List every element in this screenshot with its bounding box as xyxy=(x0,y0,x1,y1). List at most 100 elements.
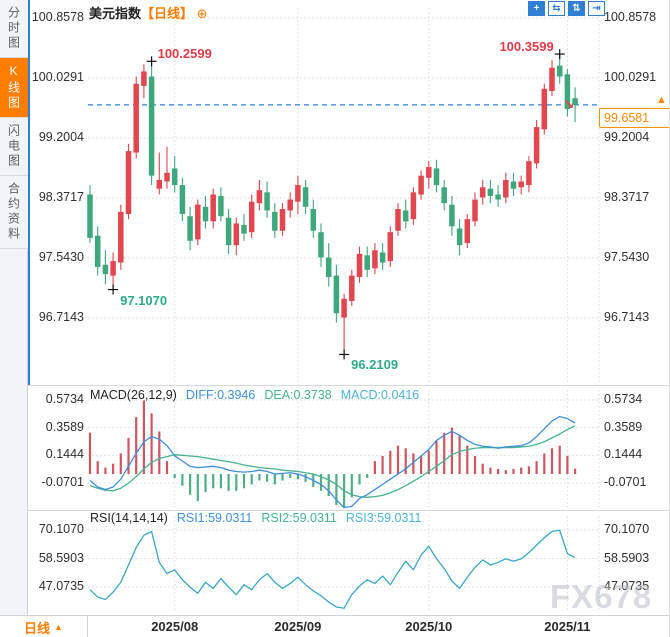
macd-hist-bar xyxy=(420,455,423,475)
sidebar-item-0[interactable]: 分时图 xyxy=(0,0,28,58)
macd-hist-bar xyxy=(258,474,261,481)
macd-hist-bar xyxy=(212,474,215,489)
y-axis-label: 100.0291 xyxy=(31,70,84,84)
y-axis-label: 100.0291 xyxy=(604,70,657,84)
macd-hist-bar xyxy=(250,474,253,485)
candle-body xyxy=(410,192,417,220)
macd-hist-bar xyxy=(404,448,407,475)
macd-hist-bar xyxy=(266,474,269,482)
candle-body xyxy=(295,185,301,202)
macd-hist-bar xyxy=(165,461,169,475)
candle-body xyxy=(171,168,178,186)
candle-body xyxy=(218,195,224,217)
candle-body xyxy=(364,255,370,270)
candle-body xyxy=(487,188,494,196)
macd-hist-bar xyxy=(527,466,530,475)
macd-hist-bar xyxy=(381,455,384,475)
period-dropdown-arrow-icon: ▲ xyxy=(54,622,63,632)
macd-hist-bar xyxy=(173,474,176,478)
candle-body xyxy=(202,206,209,222)
candle-body xyxy=(233,223,240,246)
macd-hist-bar xyxy=(158,431,161,475)
macd-hist-bar xyxy=(304,474,307,482)
y-axis-label: 98.3717 xyxy=(38,190,84,204)
candle-body xyxy=(148,76,155,176)
x-axis-label: 2025/11 xyxy=(544,619,591,634)
candle-body xyxy=(433,168,440,186)
period-selector[interactable]: 日线 ▲ xyxy=(0,616,88,637)
y-axis-label: 97.5430 xyxy=(38,250,84,264)
y-axis-label: 98.3717 xyxy=(604,190,650,204)
candle-body xyxy=(472,199,478,222)
macd-hist-bar xyxy=(473,455,477,475)
sidebar-item-3[interactable]: 合约资料 xyxy=(0,176,28,249)
candle-body xyxy=(102,264,109,275)
sidebar-item-1[interactable]: K线图 xyxy=(0,58,28,118)
macd-hist-bar xyxy=(574,468,577,475)
y-axis-label: 0.3589 xyxy=(45,419,84,434)
macd-hist-bar xyxy=(520,467,523,475)
candle-body xyxy=(456,228,463,246)
pan-icon[interactable]: + xyxy=(528,1,545,16)
candle-body xyxy=(248,201,255,233)
candle-body xyxy=(449,204,455,227)
rsi3-value: RSI3:59.0311 xyxy=(345,511,422,525)
y-axis-label: 0.3589 xyxy=(604,419,643,434)
y-axis-label: 99.2004 xyxy=(38,130,84,144)
macd-hist-bar xyxy=(112,463,115,475)
zoom-vertical-icon[interactable]: ⇅ xyxy=(568,1,585,16)
jump-latest-icon[interactable]: ⇥ xyxy=(588,1,605,16)
y-axis-label: 47.0735 xyxy=(38,579,84,593)
sidebar-item-label: 闪电图 xyxy=(6,124,21,169)
candle-body xyxy=(210,194,216,222)
candle-body xyxy=(418,175,424,195)
sidebar-item-2[interactable]: 闪电图 xyxy=(0,118,28,176)
candle-body xyxy=(333,275,340,314)
rsi-line xyxy=(89,529,576,609)
macd-hist-bar xyxy=(543,453,546,475)
macd-hist-bar xyxy=(481,463,484,475)
macd-diff-line xyxy=(89,415,576,509)
rsi2-value: RSI2:59.0311 xyxy=(261,511,337,525)
rsi-header: RSI(14,14,14) RSI1:59.0311 RSI2:59.0311 RSI… xyxy=(90,511,430,525)
candle-body xyxy=(325,257,332,278)
zoom-horizontal-icon[interactable]: ⇆ xyxy=(548,1,565,16)
macd-hist-value: MACD:0.0416 xyxy=(340,388,420,402)
macd-hist-bar xyxy=(327,474,330,497)
macd-hist-bar xyxy=(204,474,207,493)
macd-hist-bar xyxy=(289,474,292,478)
macd-hist-bar xyxy=(466,445,469,475)
candle-body xyxy=(287,199,293,211)
instrument-name: 美元指数 xyxy=(89,6,142,21)
zoom-vertical-icon-glyph: ⇅ xyxy=(572,3,581,14)
macd-hist-bar xyxy=(142,400,145,475)
macd-hist-bar xyxy=(189,474,192,495)
macd-hist-bar xyxy=(335,474,338,506)
candle-body xyxy=(541,88,548,130)
macd-hist-bar xyxy=(450,427,453,475)
macd-hist-bar xyxy=(319,474,323,491)
rsi1-value: RSI1:59.0311 xyxy=(176,511,253,525)
candle-body xyxy=(264,192,270,211)
candle-body xyxy=(518,181,524,188)
candle-body xyxy=(133,83,139,153)
y-axis-label: 47.0735 xyxy=(604,579,650,593)
macd-hist-bar xyxy=(489,467,492,475)
macd-hist-bar xyxy=(443,432,446,475)
candle-body xyxy=(195,204,201,240)
add-indicator-icon[interactable]: ⊕ xyxy=(196,6,208,21)
candle-body xyxy=(464,219,471,244)
macd-hist-bar xyxy=(435,440,438,475)
y-axis-label: -0.0701 xyxy=(604,475,647,490)
candle-body xyxy=(302,187,309,207)
macd-hist-bar xyxy=(427,450,430,475)
candle-body xyxy=(441,187,447,204)
y-axis-label: 0.1444 xyxy=(604,447,643,462)
period-label: 日线 xyxy=(24,620,51,636)
macd-hist-bar xyxy=(235,474,238,491)
candle-body xyxy=(141,71,147,86)
candle-body xyxy=(279,208,286,231)
zoom-horizontal-icon-glyph: ⇆ xyxy=(552,3,561,14)
chart-title: 美元指数【日线】 ⊕ xyxy=(89,3,208,22)
